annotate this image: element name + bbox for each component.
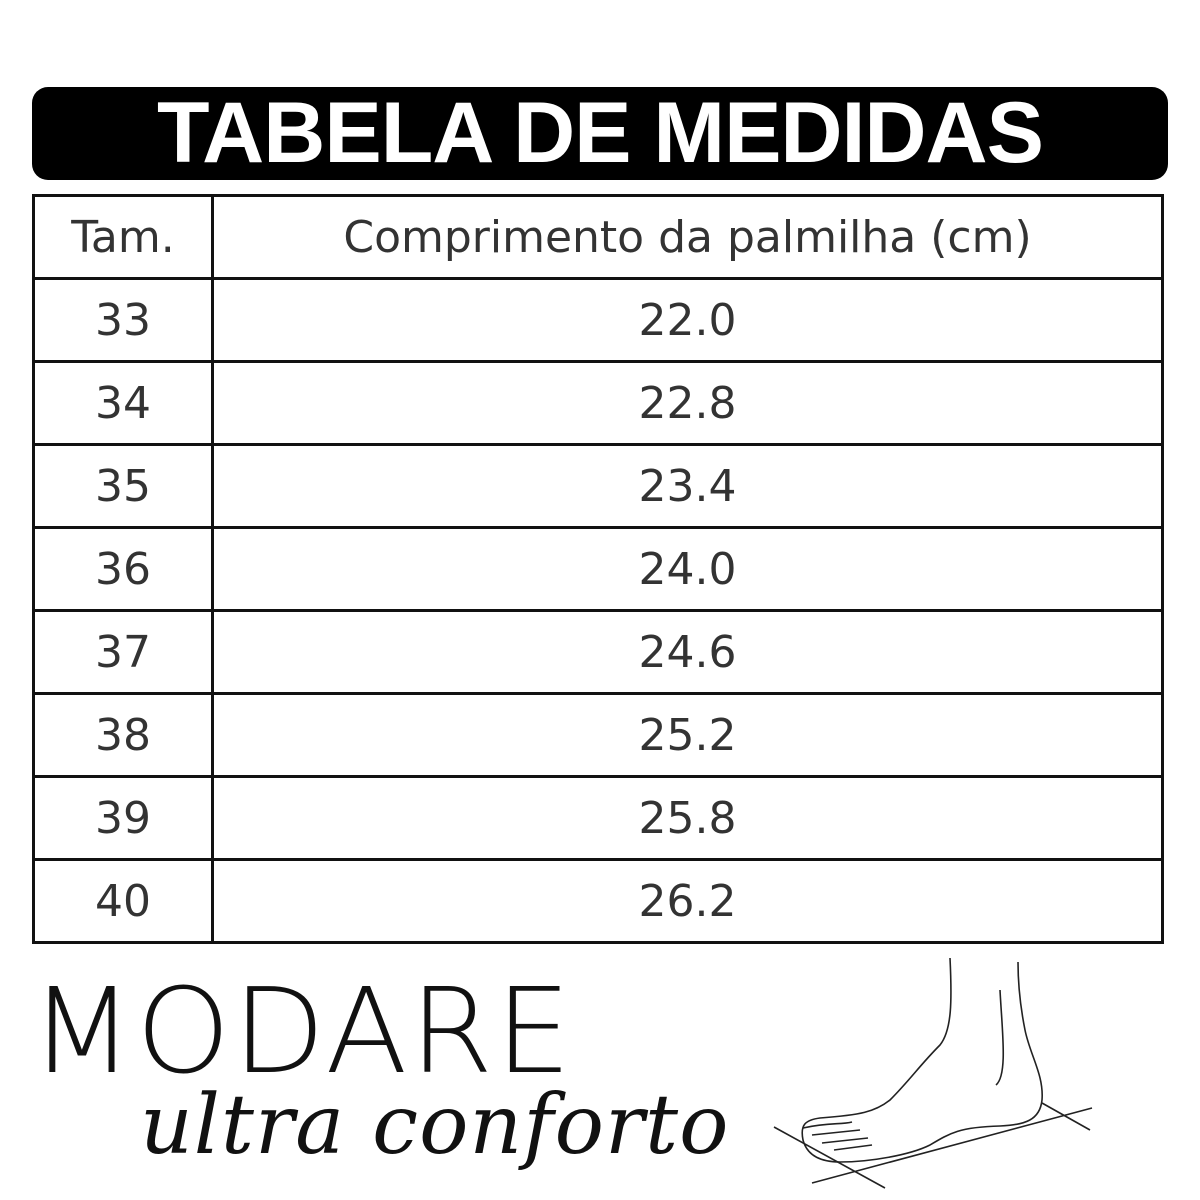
size-cell: 35 [32, 443, 214, 529]
length-cell: 22.0 [211, 277, 1164, 363]
table-row: 36 24.0 [32, 526, 1164, 612]
header-insole-length: Comprimento da palmilha (cm) [211, 194, 1164, 280]
size-cell: 38 [32, 692, 214, 778]
length-cell: 26.2 [211, 858, 1164, 944]
page-title: TABELA DE MEDIDAS [32, 87, 1168, 180]
length-cell: 25.2 [211, 692, 1164, 778]
table-row: 40 26.2 [32, 858, 1164, 944]
length-cell: 24.0 [211, 526, 1164, 612]
table-row: 37 24.6 [32, 609, 1164, 695]
size-cell: 33 [32, 277, 214, 363]
brand-logo: MODARE [30, 962, 574, 1100]
header-size: Tam. [32, 194, 214, 280]
table-row: 34 22.8 [32, 360, 1164, 446]
size-cell: 34 [32, 360, 214, 446]
size-cell: 40 [32, 858, 214, 944]
brand-tagline: ultra conforto [140, 1078, 730, 1173]
size-cell: 36 [32, 526, 214, 612]
table-row: 35 23.4 [32, 443, 1164, 529]
table-header-row: Tam. Comprimento da palmilha (cm) [32, 194, 1164, 280]
foot-measurement-icon [773, 957, 1093, 1189]
table-row: 38 25.2 [32, 692, 1164, 778]
length-cell: 24.6 [211, 609, 1164, 695]
length-cell: 22.8 [211, 360, 1164, 446]
table-row: 33 22.0 [32, 277, 1164, 363]
length-cell: 23.4 [211, 443, 1164, 529]
size-table: Tam. Comprimento da palmilha (cm) 33 22.0… [32, 194, 1164, 944]
size-cell: 37 [32, 609, 214, 695]
table-row: 39 25.8 [32, 775, 1164, 861]
length-cell: 25.8 [211, 775, 1164, 861]
size-cell: 39 [32, 775, 214, 861]
